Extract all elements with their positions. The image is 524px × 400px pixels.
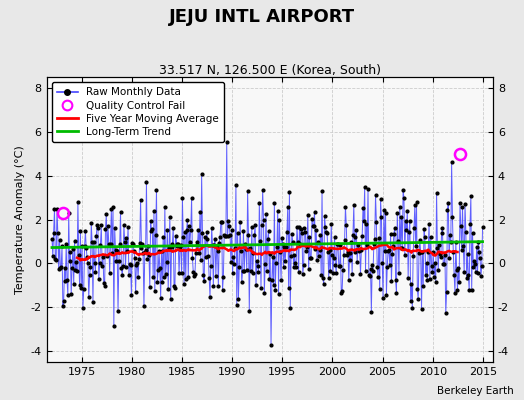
Y-axis label: Temperature Anomaly (°C): Temperature Anomaly (°C) bbox=[15, 145, 25, 294]
Text: Berkeley Earth: Berkeley Earth bbox=[437, 386, 514, 396]
Text: JEJU INTL AIRPORT: JEJU INTL AIRPORT bbox=[169, 8, 355, 26]
Title: 33.517 N, 126.500 E (Korea, South): 33.517 N, 126.500 E (Korea, South) bbox=[159, 64, 381, 77]
Legend: Raw Monthly Data, Quality Control Fail, Five Year Moving Average, Long-Term Tren: Raw Monthly Data, Quality Control Fail, … bbox=[52, 82, 224, 142]
